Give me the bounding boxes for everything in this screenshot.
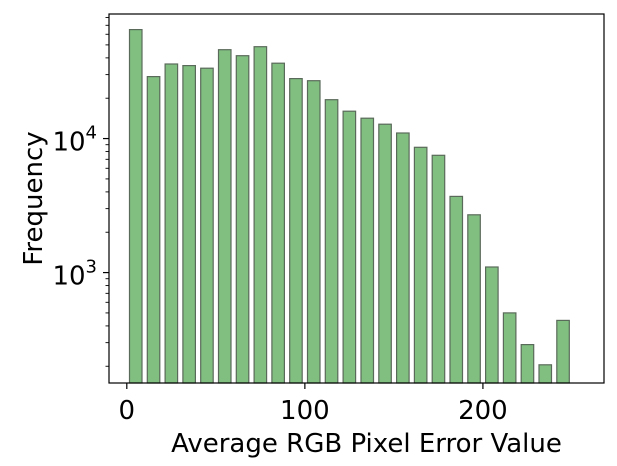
bar xyxy=(467,214,481,384)
bar xyxy=(324,99,339,384)
bars-group xyxy=(128,29,570,384)
bar xyxy=(200,67,214,384)
x-tick-label: 100 xyxy=(280,396,330,426)
bar xyxy=(128,29,143,384)
y-tick-label: 103 xyxy=(52,257,97,292)
bar xyxy=(396,132,410,384)
bar xyxy=(538,364,553,384)
bar xyxy=(449,195,464,384)
bar xyxy=(271,62,285,384)
bar xyxy=(431,154,446,384)
bar xyxy=(520,344,535,384)
bar xyxy=(146,75,161,384)
y-axis-label: Frequency xyxy=(19,131,49,265)
bar xyxy=(556,319,570,384)
x-axis-label: Average RGB Pixel Error Value xyxy=(171,429,562,459)
bar xyxy=(164,63,179,384)
bar xyxy=(253,46,268,384)
x-tick-label: 0 xyxy=(119,396,136,426)
x-axis-ticks: 0 100 200 xyxy=(119,383,508,426)
bar xyxy=(182,64,196,384)
bar xyxy=(485,266,499,384)
y-tick-label: 104 xyxy=(52,123,97,158)
bar xyxy=(342,110,357,384)
plot-frame xyxy=(108,13,605,384)
bar xyxy=(413,146,428,384)
bar xyxy=(235,55,250,384)
bar xyxy=(306,80,321,384)
bar xyxy=(360,117,375,384)
bar xyxy=(378,123,392,384)
bar xyxy=(502,312,517,384)
bar xyxy=(289,77,303,384)
y-axis-ticks: 103 104 xyxy=(52,17,109,367)
bar xyxy=(217,49,232,384)
x-tick-label: 200 xyxy=(458,396,508,426)
